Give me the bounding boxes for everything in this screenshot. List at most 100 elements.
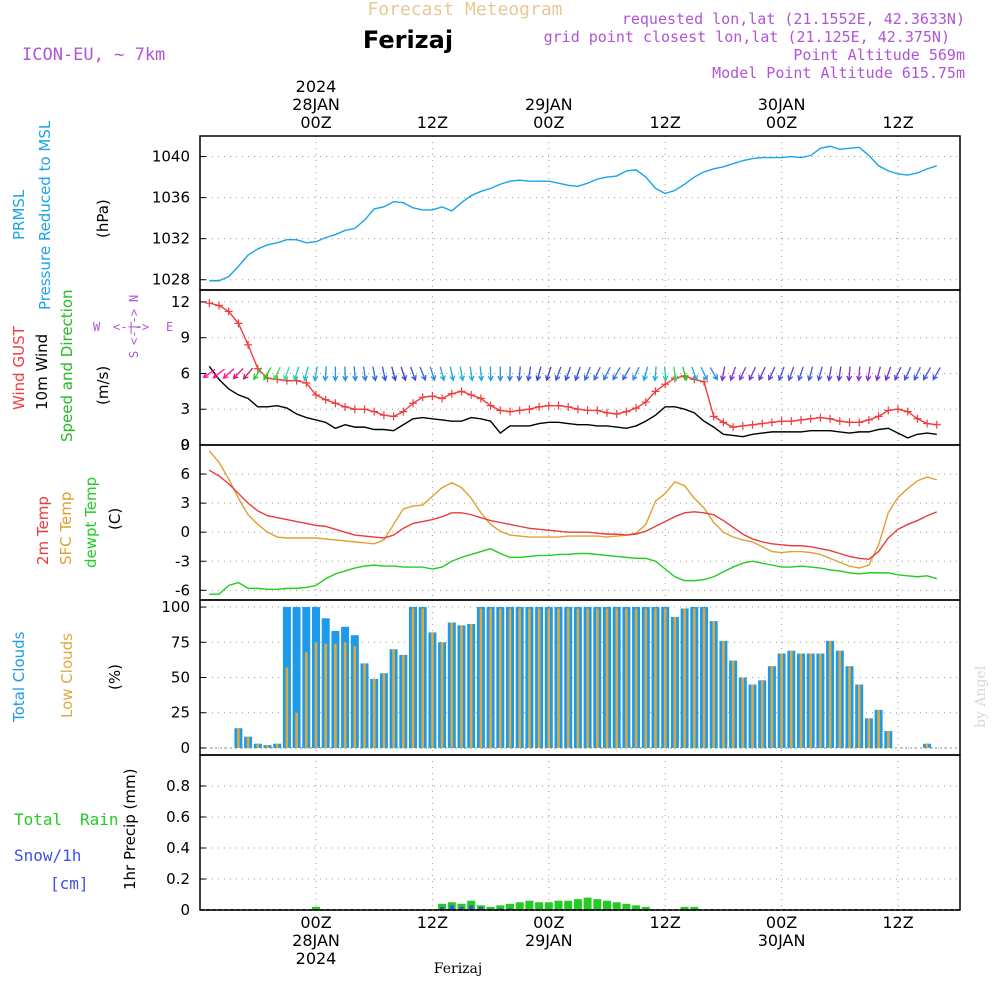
wind-direction-arrow: [506, 366, 513, 382]
wind-direction-arrow: [574, 366, 581, 382]
footer-location: Ferizaj: [434, 961, 482, 977]
low-cloud-bar: [508, 608, 512, 748]
low-cloud-bar: [741, 677, 745, 748]
gust-marker: [564, 402, 573, 411]
wind-direction-arrow: [222, 368, 235, 380]
low-cloud-bar: [828, 640, 832, 748]
gust-marker: [418, 393, 427, 402]
wind-direction-arrow: [302, 366, 309, 382]
wind-direction-arrow: [855, 366, 862, 382]
wind-direction-arrow: [583, 366, 591, 382]
wind-direction-arrow: [419, 366, 427, 382]
gust-marker: [583, 406, 592, 415]
wind-unit: (m/s): [94, 366, 112, 405]
low-cloud-bar: [751, 684, 754, 748]
rain-label: Rain: [80, 810, 119, 829]
dewpt-label: dewpt Temp: [82, 477, 100, 568]
top-time-label: 28JAN: [292, 95, 340, 114]
top-time-label: 2024: [296, 77, 337, 96]
wind-direction-arrow: [371, 366, 378, 382]
low-cloud-bar: [557, 608, 560, 748]
gust-marker: [622, 407, 631, 416]
wind-direction-arrow: [836, 366, 843, 382]
clouds-ytick-label: 50: [171, 669, 190, 687]
low-cloud-bar: [838, 650, 842, 748]
bottom-time-label: 00Z: [300, 913, 331, 932]
rain-bar: [486, 906, 495, 910]
model-altitude: Model Point Altitude 615.75m: [712, 64, 965, 82]
gust-marker: [438, 394, 447, 403]
gust-marker: [205, 299, 214, 308]
prmsl-long-label: Pressure Reduced to MSL: [36, 120, 54, 310]
rain-bar: [496, 905, 505, 910]
low-cloud-bar: [566, 608, 570, 748]
wind-ytick-label: 0: [180, 436, 190, 454]
low-cloud-bar: [469, 623, 473, 748]
wind-direction-arrow: [554, 366, 562, 382]
rain-bar: [622, 903, 631, 910]
low-cloud-bar: [363, 663, 366, 748]
low-cloud-bar: [305, 652, 308, 748]
axis-layer: 1028103210361040036912-6-303690255075100…: [152, 77, 914, 968]
gust-marker: [797, 415, 805, 424]
wind-direction-arrow: [497, 366, 504, 382]
bottom-time-label: 00Z: [766, 913, 797, 932]
low-cloud-bar: [654, 608, 657, 748]
rain-bar: [506, 903, 514, 910]
low-cloud-bar: [877, 709, 880, 748]
frame-layer: [199, 135, 961, 911]
wind-direction-arrow: [846, 366, 853, 382]
gust-marker: [719, 418, 728, 427]
clouds-ytick-label: 0: [180, 739, 190, 757]
wind-direction-arrow: [439, 366, 446, 382]
bottom-time-label: 2024: [296, 949, 337, 968]
wind-direction-arrow: [797, 366, 804, 382]
bottom-time-label: 00Z: [533, 913, 564, 932]
gust-marker: [603, 408, 611, 417]
wind-direction-arrow: [903, 366, 912, 382]
low-cloud-bar: [887, 731, 890, 748]
temperature-frame: [199, 444, 961, 601]
wind-direction-arrow: [332, 366, 339, 382]
wind-direction-arrow: [642, 366, 649, 382]
snow-label: Snow/1h: [14, 846, 81, 865]
low-cloud-bar: [867, 718, 871, 748]
wind-direction-arrow: [932, 367, 941, 381]
gust-marker: [515, 406, 524, 415]
low-cloud-bar: [925, 743, 929, 748]
wind-direction-arrow: [478, 366, 485, 382]
low-cloud-bar: [683, 608, 686, 748]
wind-direction-arrow: [263, 367, 272, 381]
gust-marker: [826, 414, 835, 423]
gust-marker: [641, 398, 650, 407]
top-time-label: 00Z: [533, 113, 564, 132]
gust-marker: [913, 414, 922, 423]
wind-direction-arrow: [449, 366, 456, 382]
wind-direction-arrow: [865, 366, 872, 382]
gust-marker: [748, 420, 757, 429]
gridpoint-coords: grid point closest lon,lat (21.125E, 42.…: [544, 28, 950, 46]
clouds-ytick-label: 75: [171, 633, 190, 651]
low-cloud-bar: [596, 608, 599, 748]
pressure-labels: PRMSL Pressure Reduced to MSL (hPa): [10, 120, 112, 310]
gust-marker: [845, 418, 854, 427]
gust-marker: [312, 390, 320, 399]
gust-marker: [806, 414, 815, 423]
top-time-label: 00Z: [766, 113, 797, 132]
low-cloud-bar: [334, 643, 337, 748]
snow-bar: [459, 906, 464, 910]
low-cloud-bar: [256, 743, 260, 748]
gust-marker: [932, 420, 941, 429]
precip-labels: Total Rain Snow/1h [cm] 1hr Precip (mm): [14, 769, 139, 893]
low-cloud-bar: [731, 660, 735, 748]
low-cloud-bar: [324, 643, 327, 748]
compass-icon: W <-|-> E <-|-> N S: [93, 295, 173, 358]
bottom-time-label: 29JAN: [525, 931, 573, 950]
wind-direction-arrow: [516, 366, 523, 382]
gust-line: [209, 302, 937, 428]
wind-direction-arrow: [487, 366, 494, 382]
low-cloud-bar: [693, 608, 696, 748]
pressure-ytick-label: 1036: [152, 189, 190, 207]
data-layer: [200, 145, 960, 911]
bottom-time-label: 12Z: [882, 913, 913, 932]
